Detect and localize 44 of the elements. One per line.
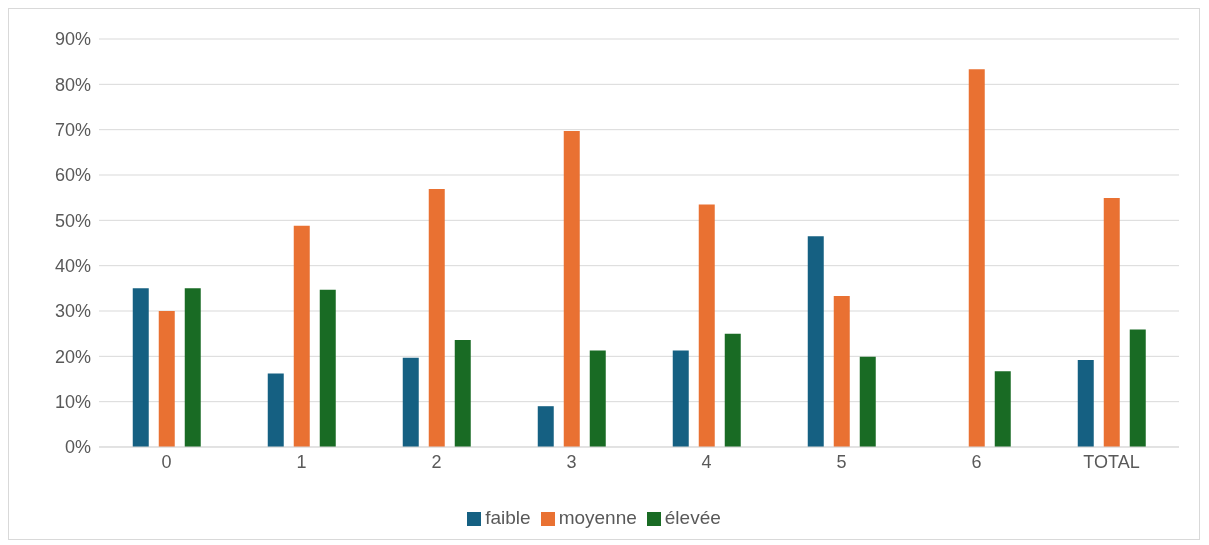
y-tick-label: 0% xyxy=(64,437,91,458)
bar xyxy=(537,406,554,447)
bar xyxy=(1129,329,1146,447)
bar xyxy=(1103,198,1120,447)
bar xyxy=(968,69,985,447)
bar xyxy=(402,357,419,447)
bar xyxy=(319,289,336,447)
legend-label: élevée xyxy=(664,507,721,528)
bar xyxy=(428,189,445,447)
bar xyxy=(994,371,1011,447)
bar xyxy=(132,288,149,447)
bar xyxy=(589,350,606,447)
y-tick-label: 40% xyxy=(54,256,91,277)
y-tick-label: 70% xyxy=(54,120,91,141)
bar xyxy=(454,340,471,447)
bar xyxy=(563,131,580,447)
bar xyxy=(293,225,310,447)
y-tick-label: 60% xyxy=(54,165,91,186)
x-tick-label: 4 xyxy=(701,451,712,472)
bar xyxy=(1077,359,1094,447)
bar xyxy=(184,288,201,447)
y-tick-label: 90% xyxy=(54,29,91,50)
y-tick-label: 10% xyxy=(54,392,91,413)
bar xyxy=(158,311,175,447)
legend-label: faible xyxy=(485,507,531,528)
bar xyxy=(698,204,715,447)
y-tick-label: 80% xyxy=(54,74,91,95)
legend-label: moyenne xyxy=(558,507,637,528)
x-tick-label: 1 xyxy=(296,451,307,472)
y-tick-label: 20% xyxy=(54,346,91,367)
bar xyxy=(724,333,741,447)
x-tick-label: 3 xyxy=(566,451,577,472)
y-tick-label: 30% xyxy=(54,301,91,322)
bar xyxy=(807,236,824,447)
y-tick-label: 50% xyxy=(54,210,91,231)
bar xyxy=(267,373,284,447)
x-tick-label: 0 xyxy=(161,451,172,472)
bar xyxy=(833,296,850,447)
x-tick-label: 5 xyxy=(836,451,847,472)
bar xyxy=(859,356,876,447)
bar xyxy=(672,350,689,447)
x-tick-label: 2 xyxy=(431,451,442,472)
x-tick-label: 6 xyxy=(971,451,982,472)
x-tick-label: TOTAL xyxy=(1083,451,1140,472)
